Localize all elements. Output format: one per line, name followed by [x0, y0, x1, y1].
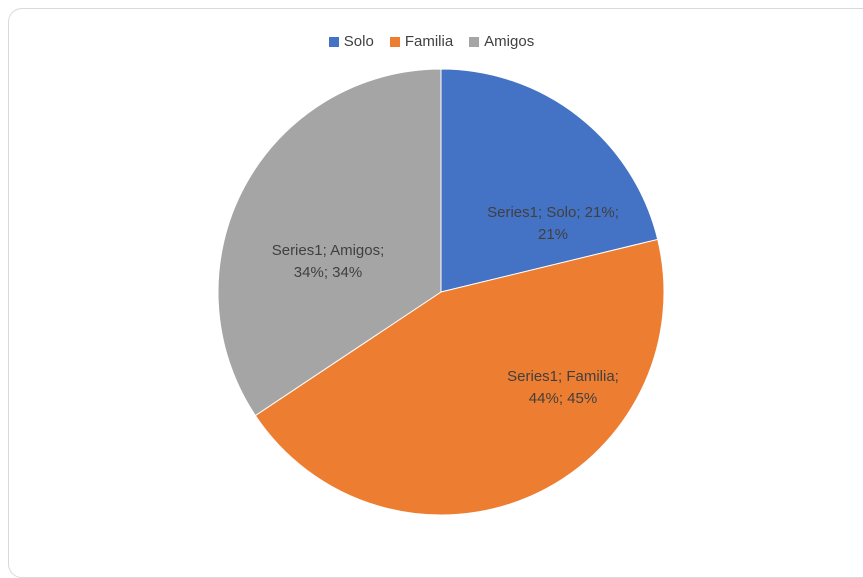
- pie-slice-amigos: [217, 68, 442, 417]
- legend-item-familia: Familia: [389, 33, 454, 50]
- legend-swatch-familia: [389, 36, 400, 47]
- data-label-amigos: Series1; Amigos; 34%; 34%: [272, 242, 385, 281]
- legend-label-familia: Familia: [404, 33, 454, 50]
- pie-slice-solo: [440, 68, 659, 293]
- legend-item-amigos: Amigos: [469, 33, 534, 50]
- chart-legend: Solo Familia Amigos: [0, 33, 863, 50]
- legend-swatch-amigos: [469, 36, 480, 47]
- legend-label-amigos: Amigos: [484, 33, 535, 50]
- data-label-line: 44%; 45%: [529, 390, 597, 407]
- legend-swatch-solo: [328, 36, 339, 47]
- pie-slice-familia: [254, 238, 665, 516]
- legend-label-solo: Solo: [343, 33, 374, 50]
- data-label-line: 21%: [538, 226, 568, 243]
- data-label-line: Series1; Familia;: [507, 368, 619, 385]
- data-label-familia: Series1; Familia; 44%; 45%: [507, 368, 619, 407]
- pie-slices: [217, 68, 665, 516]
- data-label-line: Series1; Amigos;: [272, 242, 385, 259]
- data-label-solo: Series1; Solo; 21%; 21%: [487, 204, 619, 243]
- data-label-line: 34%; 34%: [294, 264, 362, 281]
- pie-chart: Series1; Solo; 21%; 21% Series1; Familia; 4…: [217, 68, 665, 516]
- pie-labels: Series1; Solo; 21%; 21% Series1; Familia; 4…: [272, 204, 619, 407]
- data-label-line: Series1; Solo; 21%;: [487, 204, 619, 221]
- legend-item-solo: Solo: [328, 33, 374, 50]
